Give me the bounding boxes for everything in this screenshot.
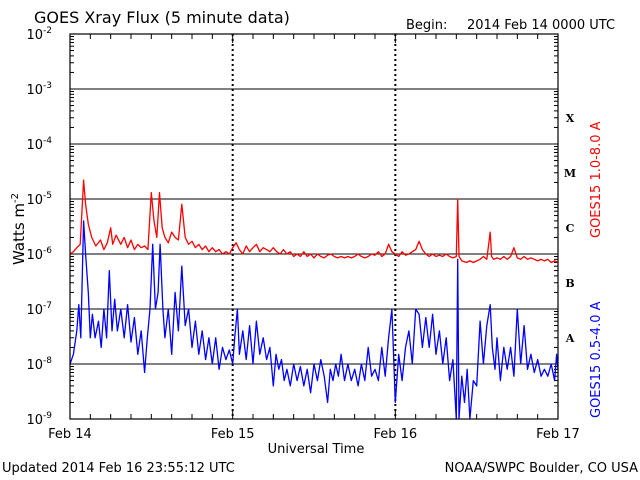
series-line-short-channel (69, 220, 559, 420)
y-axis-label: Watts m-2 (10, 193, 28, 265)
updated-timestamp: Updated 2014 Feb 16 23:55:12 UTC (2, 461, 235, 476)
flare-class-label: A (565, 332, 575, 345)
y-tick-label: 10-6 (26, 246, 52, 263)
flare-class-label: X (566, 112, 575, 125)
flare-class-label: M (564, 167, 576, 180)
y-tick-label: 10-2 (26, 26, 52, 43)
y-tick-label: 10-5 (26, 191, 52, 208)
y-tick-label: 10-4 (26, 136, 52, 153)
flare-class-label: B (565, 277, 574, 290)
x-tick-label: Feb 14 (48, 427, 92, 442)
credit-text: NOAA/SWPC Boulder, CO USA (445, 461, 638, 476)
legend-short-channel: GOES15 0.5-4.0 A (589, 301, 604, 418)
begin-label: Begin: (406, 18, 447, 33)
series-line-long-channel (69, 179, 559, 264)
legend-long-channel: GOES15 1.0-8.0 A (589, 121, 604, 238)
x-tick-label: Feb 15 (211, 427, 255, 442)
x-axis-label: Universal Time (268, 442, 365, 457)
y-axis-ticks: 10-2 10-3 10-4 10-5 10-6 10-7 10-8 10-9 (26, 26, 558, 428)
y-tick-label: 10-8 (26, 356, 52, 373)
series-lines (69, 179, 559, 420)
y-tick-label: 10-7 (26, 301, 52, 318)
chart-title: GOES Xray Flux (5 minute data) (34, 8, 290, 27)
x-tick-label: Feb 17 (536, 427, 580, 442)
plot-frame (69, 33, 559, 420)
y-tick-label: 10-9 (26, 411, 52, 428)
x-tick-label: Feb 16 (373, 427, 417, 442)
flare-class-label: C (566, 222, 575, 235)
flare-class-labels: X M C B A (564, 112, 576, 345)
y-tick-label: 10-3 (26, 81, 52, 98)
begin-value: 2014 Feb 14 0000 UTC (467, 18, 615, 33)
